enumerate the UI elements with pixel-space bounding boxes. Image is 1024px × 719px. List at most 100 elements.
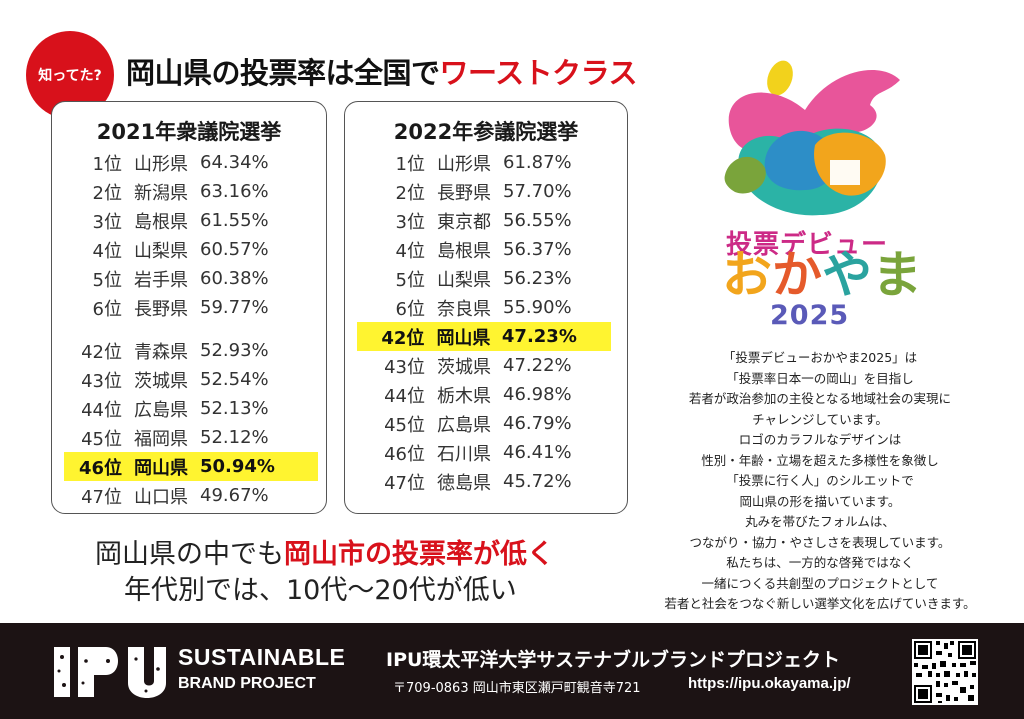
prefecture-cell: 東京都 (437, 211, 491, 233)
rank-cell: 6位 (395, 298, 425, 320)
description-line: つながり・協力・やさしさを表現しています。 (689, 534, 951, 550)
ranking-row: 6位 奈良県 55.90% (345, 293, 627, 322)
description-line: 丸みを帯びたフォルムは、 (745, 514, 895, 529)
rank-cell: 4位 (395, 240, 425, 262)
prefecture-cell: 島根県 (134, 211, 188, 233)
ranking-row: 6位 長野県 59.77% (52, 293, 326, 322)
prefecture-cell: 長野県 (437, 182, 491, 204)
ranking-row: 1位 山形県 64.34% (52, 148, 326, 177)
ranking-row: 43位 茨城県 52.54% (52, 365, 326, 394)
message-line-1-prefix: 岡山県の中でも (95, 539, 284, 570)
ranking-row: 5位 山梨県 56.23% (345, 264, 627, 293)
prefecture-cell: 岡山県 (134, 457, 188, 479)
headline-main: 岡山県の投票率は全国で (126, 56, 440, 90)
logo-line-1: 投票デビュー (726, 230, 889, 260)
rank-cell: 2位 (92, 182, 122, 204)
headline-emphasis: ワーストクラス (439, 56, 638, 90)
website-link[interactable]: https://ipu.okayama.jp/ (688, 675, 851, 692)
description-line: 「投票率日本一の岡山」を目指し (726, 370, 914, 386)
description-line: 「投票に行く人」のシルエットで (726, 473, 914, 488)
turnout-cell: 61.55% (200, 210, 269, 231)
ranking-row: 46位 石川県 46.41% (345, 438, 627, 467)
message-line-1: 岡山県の中でも岡山市の投票率が低く (95, 532, 554, 571)
prefecture-cell: 栃木県 (437, 385, 491, 407)
description-line: 性別・年齢・立場を超えた多様性を象徴し (701, 452, 939, 468)
rank-cell: 5位 (92, 269, 122, 291)
rank-cell: 43位 (384, 356, 425, 378)
ranking-row: 45位 福岡県 52.12% (52, 423, 326, 452)
description-line: 一緒につくる共創型のプロジェクトとして (701, 575, 939, 591)
turnout-cell: 56.55% (503, 210, 572, 231)
prefecture-cell: 広島県 (134, 399, 188, 421)
logo-char-4: ま (872, 246, 922, 304)
rank-cell: 6位 (92, 298, 122, 320)
prefecture-cell: 福岡県 (134, 428, 188, 450)
turnout-cell: 52.54% (200, 369, 269, 390)
message-line-1-emphasis: 岡山市の投票率が低く (284, 539, 554, 570)
description-line: ロゴのカラフルなデザインは (738, 432, 902, 447)
description-line: 「投票デビューおかやま2025」は (722, 350, 918, 365)
description-line: チャレンジしています。 (752, 411, 888, 427)
prefecture-cell: 青森県 (134, 341, 188, 363)
logo-char-2: か (772, 246, 822, 304)
prefecture-cell: 島根県 (437, 240, 491, 262)
project-description: 「投票デビューおかやま2025」は 「投票率日本一の岡山」を目指し若者が政治参加の… (652, 348, 988, 615)
prefecture-cell: 茨城県 (437, 356, 491, 378)
logo-year: 2025 (770, 300, 850, 331)
logo-char-1: お (722, 246, 772, 304)
rank-cell: 45位 (384, 414, 425, 436)
rank-cell: 1位 (395, 153, 425, 175)
ranking-row: 45位 広島県 46.79% (345, 409, 627, 438)
ranking-2022: 2022年参議院選挙 1位 山形県 61.87% 2位 長野県 57.70% 3位 東京都 56… (344, 101, 628, 514)
ranking-row: 5位 岩手県 60.38% (52, 264, 326, 293)
rank-cell: 46位 (384, 443, 425, 465)
sustainable-label: SUSTAINABLE (178, 644, 346, 670)
turnout-cell: 52.12% (200, 427, 269, 448)
turnout-cell: 46.98% (503, 384, 572, 405)
description-line: 岡山県の形を描いています。 (739, 493, 901, 509)
ranking-row: 43位 茨城県 47.22% (345, 351, 627, 380)
turnout-cell: 45.72% (503, 471, 572, 492)
turnout-cell: 60.57% (200, 239, 269, 260)
prefecture-cell: 茨城県 (134, 370, 188, 392)
turnout-cell: 63.16% (200, 181, 269, 202)
ranking-row: 44位 広島県 52.13% (52, 394, 326, 423)
ranking-row: 3位 東京都 56.55% (345, 206, 627, 235)
prefecture-cell: 山形県 (437, 153, 491, 175)
ranking-row: 2位 長野県 57.70% (345, 177, 627, 206)
rank-cell: 2位 (395, 182, 425, 204)
ranking-2021: 2021年衆議院選挙 1位 山形県 64.34% 2位 新潟県 63.16% 3位 島根県 61… (51, 101, 327, 514)
footer: SUSTAINABLE BRAND PROJECT IPU環太平洋大学サステナブ… (0, 623, 1024, 719)
rank-cell: 47位 (81, 486, 122, 508)
rank-cell: 3位 (92, 211, 122, 233)
project-title: IPU環太平洋大学サステナブルブランドプロジェクト (386, 649, 841, 671)
rank-cell: 44位 (384, 385, 425, 407)
description-line: 若者が政治参加の主役となる地域社会の実現に (688, 391, 952, 406)
ranking-row: 44位 栃木県 46.98% (345, 380, 627, 409)
turnout-cell: 52.13% (200, 398, 269, 419)
rank-cell: 47位 (384, 472, 425, 494)
ranking-row: 4位 山梨県 60.57% (52, 235, 326, 264)
turnout-cell: 64.34% (200, 152, 269, 173)
ranking-2021-list: 1位 山形県 64.34% 2位 新潟県 63.16% 3位 島根県 61.55% 4位 山梨県 60… (52, 148, 326, 510)
headline: 岡山県の投票率は全国でワーストクラス (126, 50, 638, 92)
prefecture-cell: 新潟県 (134, 182, 188, 204)
prefecture-cell: 山梨県 (437, 269, 491, 291)
prefecture-cell: 奈良県 (437, 298, 491, 320)
rank-cell: 43位 (81, 370, 122, 392)
ranking-row: 1位 山形県 61.87% (345, 148, 627, 177)
prefecture-cell: 岩手県 (134, 269, 188, 291)
ranking-2022-title: 2022年参議院選挙 (393, 120, 579, 144)
ranking-2021-title: 2021年衆議院選挙 (96, 120, 282, 144)
turnout-cell: 46.41% (503, 442, 572, 463)
voting-debut-logo-mark (724, 60, 900, 216)
turnout-cell: 56.37% (503, 239, 572, 260)
turnout-cell: 47.23% (501, 326, 577, 347)
turnout-cell: 59.77% (200, 297, 269, 318)
ranking-row: 46位 岡山県 50.94% (64, 452, 318, 481)
qr-code[interactable] (912, 639, 978, 705)
turnout-cell: 52.93% (200, 340, 269, 361)
turnout-cell: 46.79% (503, 413, 572, 434)
logo-char-3: や (822, 246, 872, 304)
